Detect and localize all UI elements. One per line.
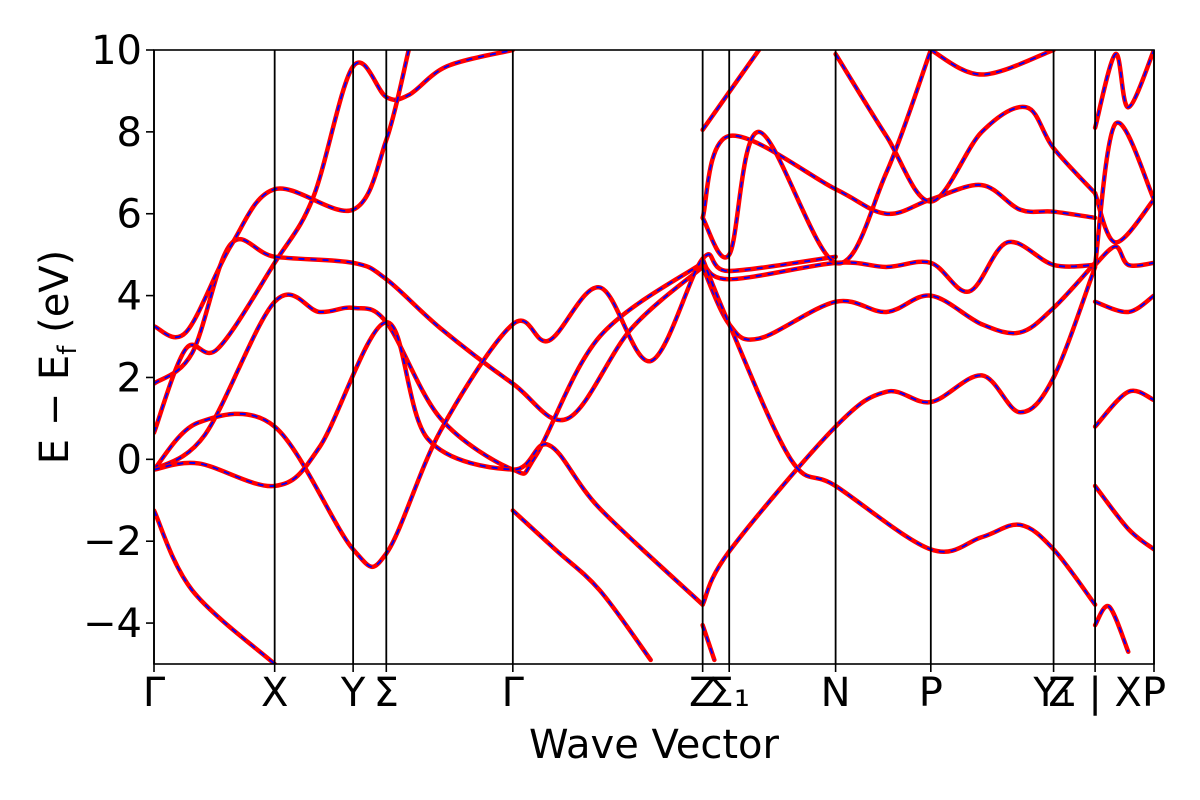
band-line-1 [154,236,705,423]
x-tick-label-6: Σ₁ [709,670,750,716]
band-line-8 [700,264,1098,607]
band-line-4 [154,252,838,570]
x-tick-label-10: Z | X [1048,670,1142,716]
band-line-dashed-9 [701,262,1096,341]
y-tick-label-6: 8 [117,110,142,156]
band-line-24 [1092,120,1154,268]
band-line-17 [1092,388,1154,429]
band-line-dashed-5 [154,321,704,606]
band-line-dashed-0 [154,50,514,434]
band-line-dashed-24 [1094,121,1154,266]
x-tick-label-4: Γ [502,670,525,716]
band-line-dashed-2 [154,50,410,339]
x-tick-label-9: Y₁ [1032,670,1073,716]
band-line-5 [154,319,705,607]
band-line-dashed-15 [834,53,1096,203]
band-line-dashed-4 [154,253,836,568]
bands-layer [154,50,1154,664]
band-line-dashed-11 [701,134,1096,219]
band-line-dashed-16 [930,50,1054,76]
band-line-18 [1092,293,1154,315]
y-axis-title-main: E − E [32,355,78,465]
x-tick-label-5: Z [689,670,716,716]
band-line-11 [700,133,1098,221]
band-line-16 [928,50,1056,77]
band-line-dashed-3 [154,262,704,475]
plot-frame [153,49,1155,665]
x-tick-label-8: P [919,670,943,716]
y-axis-title-sub: f [53,345,83,355]
y-axis-title-unit: (eV) [32,250,78,346]
band-line-dashed-1 [154,238,704,422]
band-line-0 [154,50,516,435]
x-tick-label-0: Γ [143,670,166,716]
x-tick-label-3: Σ [374,670,399,716]
x-tick-label-11: P [1142,670,1166,716]
band-line-dashed-21 [1094,485,1154,551]
band-line-dashed-6 [154,510,276,664]
y-ticks-layer: −4 −2 0 2 4 6 8 10 [83,28,154,647]
band-line-dashed-13 [701,258,1096,606]
y-tick-label-5: 6 [117,192,142,238]
band-line-dashed-12 [701,50,760,131]
band-line-dashed-22 [1094,605,1130,653]
band-line-dashed-19 [1094,245,1154,267]
band-line-dashed-7 [512,509,652,661]
x-tick-label-2: Y [340,670,366,716]
y-tick-label-1: −2 [83,519,142,565]
x-tick-label-7: N [821,670,851,716]
band-line-7 [510,508,653,663]
y-tick-label-0: −4 [83,601,142,647]
band-line-21 [1092,483,1154,552]
y-tick-label-4: 4 [117,274,142,320]
y-tick-label-3: 2 [117,355,142,401]
x-axis-title: Wave Vector [529,722,780,768]
band-line-6 [154,508,277,664]
x-tick-label-1: X [261,670,288,716]
band-line-15 [833,51,1098,204]
y-tick-label-7: 10 [91,28,142,74]
band-line-dashed-23 [1094,50,1154,129]
y-axis-title: E − Ef (eV) [32,250,83,465]
y-tick-label-2: 0 [117,437,142,483]
band-line-dashed-8 [701,266,1096,606]
band-line-dashed-17 [1094,389,1154,428]
band-line-13 [700,256,1098,607]
